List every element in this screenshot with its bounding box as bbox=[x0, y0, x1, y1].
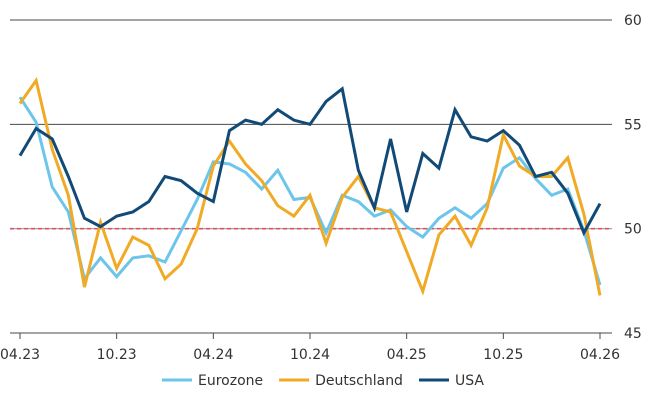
y-tick-label: 60 bbox=[624, 13, 642, 29]
x-tick-label: 04.26 bbox=[580, 347, 620, 363]
legend-item: Eurozone bbox=[162, 373, 263, 389]
legend-label: USA bbox=[455, 373, 484, 389]
x-tick-label: 04.25 bbox=[387, 347, 427, 363]
legend-label: Deutschland bbox=[315, 373, 403, 389]
gridlines bbox=[10, 19, 612, 125]
x-tick-label: 10.23 bbox=[97, 347, 137, 363]
legend-item: Deutschland bbox=[279, 373, 403, 389]
y-axis-tick-labels: 45 50 55 60 bbox=[624, 13, 642, 342]
y-tick-label: 45 bbox=[624, 326, 642, 342]
x-tick-label: 04.24 bbox=[193, 347, 233, 363]
legend: Eurozone Deutschland USA bbox=[162, 373, 484, 389]
legend-label: Eurozone bbox=[198, 373, 263, 389]
series-lines bbox=[18, 76, 602, 296]
legend-item: USA bbox=[419, 373, 484, 389]
y-tick-label: 55 bbox=[624, 117, 642, 133]
x-axis-tick-labels: 04.23 10.23 04.24 10.24 04.25 10.25 04.26 bbox=[0, 347, 620, 363]
x-tick-label: 10.25 bbox=[483, 347, 523, 363]
series-line-usa bbox=[18, 86, 602, 237]
x-tick-label: 10.24 bbox=[290, 347, 330, 363]
x-axis bbox=[10, 332, 612, 339]
x-tick-label: 04.23 bbox=[0, 347, 40, 363]
series-line-deutschland bbox=[18, 76, 602, 296]
y-tick-label: 50 bbox=[624, 222, 642, 238]
